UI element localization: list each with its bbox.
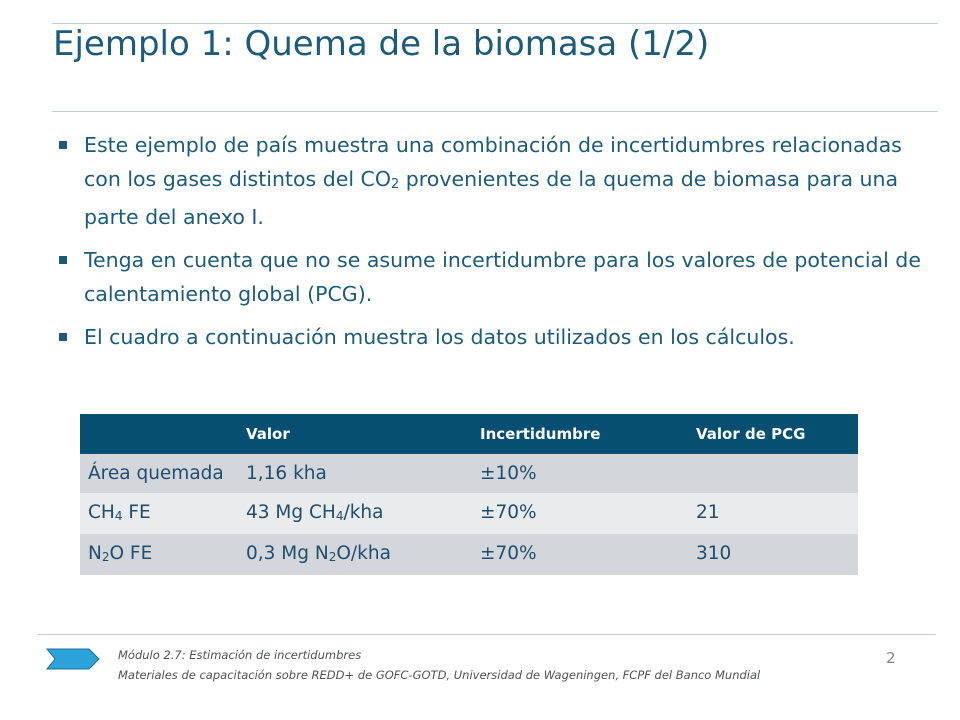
subscript: 2 <box>328 550 337 564</box>
row-label: Área quemada <box>80 454 238 493</box>
bullet-text-part: provenientes de la quema de biomasa para… <box>84 167 899 229</box>
cell-valor: 1,16 kha <box>238 454 472 493</box>
header-cell-incertidumbre: Incertidumbre <box>472 414 688 454</box>
square-bullet-icon <box>59 333 67 341</box>
header-cell-valor: Valor <box>238 414 472 454</box>
footer-module-line: Módulo 2.7: Estimación de incertidumbres <box>118 648 362 662</box>
cell-incertidumbre: ±70% <box>472 493 688 534</box>
label-part: O FE <box>109 543 153 564</box>
table-row: N2O FE 0,3 Mg N2O/kha ±70% 310 <box>80 534 858 575</box>
header-cell-pcg: Valor de PCG <box>688 414 858 454</box>
top-divider <box>52 23 938 24</box>
table-header-row: Valor Incertidumbre Valor de PCG <box>80 414 858 454</box>
title-divider <box>52 111 938 112</box>
data-table: Valor Incertidumbre Valor de PCG Área qu… <box>80 414 858 575</box>
bullet-item: Tenga en cuenta que no se asume incertid… <box>58 243 928 311</box>
bullet-text-part: Este ejemplo de país muestra una combina… <box>84 133 902 191</box>
label-part: CH <box>88 502 115 523</box>
bullet-list: Este ejemplo de país muestra una combina… <box>58 128 928 363</box>
value-part: O/kha <box>336 543 391 564</box>
header-cell-empty <box>80 414 238 454</box>
page-number: 2 <box>886 649 896 667</box>
cell-valor: 0,3 Mg N2O/kha <box>238 534 472 575</box>
row-label: N2O FE <box>80 534 238 575</box>
cell-incertidumbre: ±10% <box>472 454 688 493</box>
footer-credits-line: Materiales de capacitación sobre REDD+ d… <box>118 668 761 682</box>
label-part: FE <box>122 502 151 523</box>
value-part: /kha <box>343 502 384 523</box>
subscript: 4 <box>114 509 123 523</box>
cell-pcg <box>688 454 858 493</box>
chevron-arrow-icon <box>45 648 100 670</box>
subscript: 2 <box>391 177 400 192</box>
bullet-text: El cuadro a continuación muestra los dat… <box>84 325 795 349</box>
cell-valor: 43 Mg CH4/kha <box>238 493 472 534</box>
square-bullet-icon <box>59 256 67 264</box>
cell-pcg: 310 <box>688 534 858 575</box>
value-part: 43 Mg CH <box>246 502 336 523</box>
square-bullet-icon <box>59 141 67 149</box>
slide-title: Ejemplo 1: Quema de la biomasa (1/2) <box>53 24 710 64</box>
subscript: 4 <box>335 509 344 523</box>
footer-text: Módulo 2.7: Estimación de incertidumbres… <box>118 645 760 685</box>
bullet-item: El cuadro a continuación muestra los dat… <box>58 320 928 354</box>
table-row: Área quemada 1,16 kha ±10% <box>80 454 858 493</box>
footer-divider <box>38 634 936 635</box>
bullet-item: Este ejemplo de país muestra una combina… <box>58 128 928 234</box>
row-label: CH4 FE <box>80 493 238 534</box>
subscript: 2 <box>101 550 110 564</box>
cell-pcg: 21 <box>688 493 858 534</box>
value-part: 0,3 Mg N <box>246 543 329 564</box>
cell-incertidumbre: ±70% <box>472 534 688 575</box>
bullet-text: Tenga en cuenta que no se asume incertid… <box>84 248 921 306</box>
table-row: CH4 FE 43 Mg CH4/kha ±70% 21 <box>80 493 858 534</box>
label-part: N <box>88 543 102 564</box>
